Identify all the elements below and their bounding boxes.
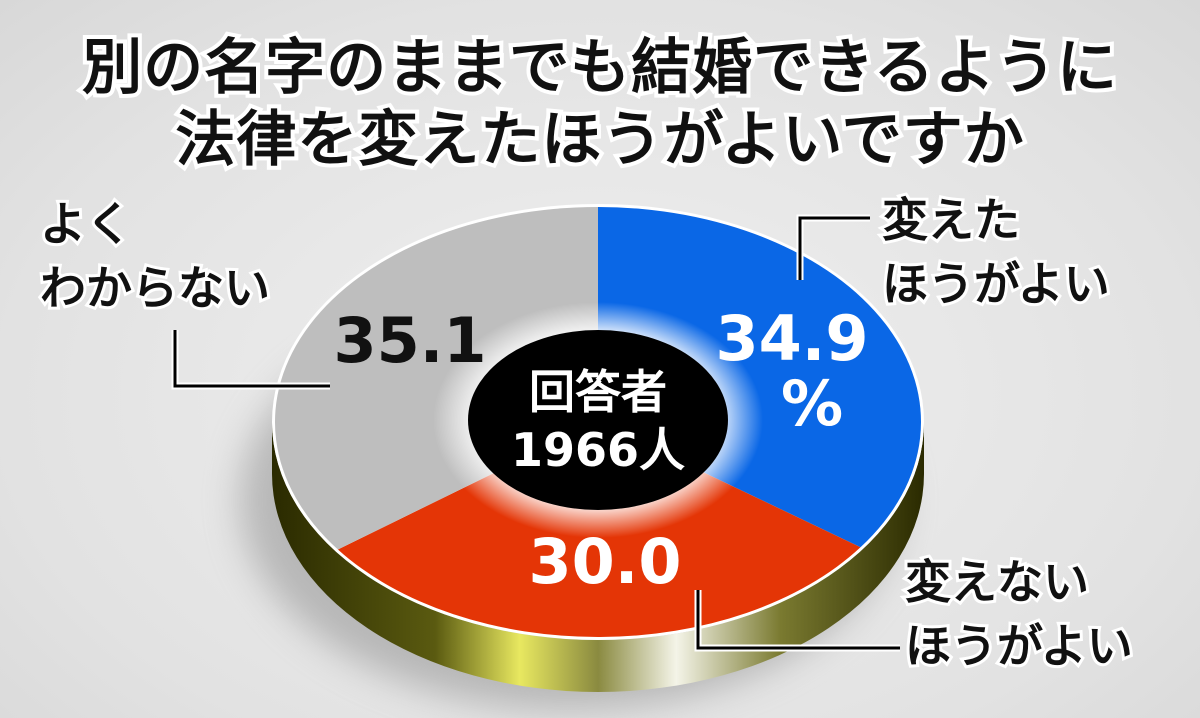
pie-slice-0 <box>598 207 922 548</box>
value-label-0: 34.9 <box>716 302 869 375</box>
center-hole <box>468 330 728 510</box>
slice-label-1-line-2: ほうがよい <box>905 619 1133 673</box>
chart-title-line-1: 別の名字のままでも結婚できるように <box>82 33 1118 103</box>
center-label-line-2: 1966人 <box>511 423 685 477</box>
center-label-line-1: 回答者 <box>529 365 667 419</box>
chart-title-line-2: 法律を変えたほうがよいですか <box>175 105 1024 175</box>
slice-label-0-line-1: 変えた <box>882 193 1020 247</box>
callout-line-0 <box>798 216 870 280</box>
slice-label-2-line-1: よく <box>40 197 132 251</box>
callout-line-1 <box>696 590 900 650</box>
pie-slice-2 <box>274 207 598 550</box>
callout-line-2 <box>173 330 330 388</box>
value-unit-0: % <box>781 367 843 440</box>
slice-label-0-line-2: ほうがよい <box>882 257 1110 311</box>
slice-label-1-line-1: 変えない <box>905 555 1089 609</box>
value-label-2: 35.1 <box>334 304 487 377</box>
value-label-1: 30.0 <box>529 525 682 598</box>
slice-label-2-line-2: わからない <box>40 261 270 315</box>
pie-side <box>272 422 924 692</box>
